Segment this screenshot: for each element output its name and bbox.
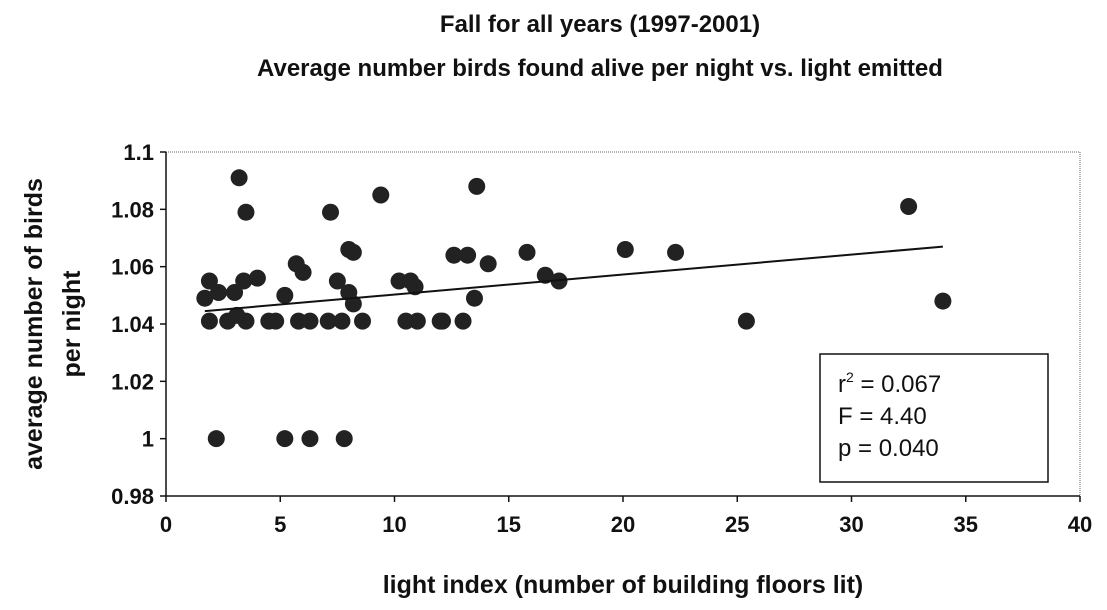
y-tick-label: 1.06 (111, 255, 154, 280)
point (333, 312, 351, 330)
point (276, 430, 294, 448)
point (319, 312, 337, 330)
annotation-box (819, 353, 1049, 483)
point (276, 286, 294, 304)
y-tick-label: 1 (142, 427, 154, 452)
annotation: p = 0.040 (838, 435, 939, 462)
point (230, 169, 248, 187)
point (226, 283, 244, 301)
point (737, 312, 755, 330)
y-tick-label: 1.04 (111, 312, 155, 337)
point (322, 203, 340, 221)
x-axis-label: light index (number of building floors l… (383, 571, 864, 599)
point (294, 263, 312, 281)
point (465, 289, 483, 307)
point (267, 312, 285, 330)
point (459, 246, 477, 264)
y-tick-label: 1.1 (123, 140, 154, 165)
point (235, 272, 253, 290)
y-axis-label: average number of birds (20, 178, 48, 470)
annotation: F = 4.40 (838, 403, 927, 430)
point (344, 243, 362, 261)
point (200, 312, 218, 330)
point (301, 312, 319, 330)
chart-title: Fall for all years (1997-2001) (440, 11, 760, 38)
point (200, 272, 218, 290)
point (934, 292, 952, 310)
x-tick-label: 25 (725, 512, 749, 537)
point (196, 289, 214, 307)
point (433, 312, 451, 330)
point (616, 240, 634, 258)
point (301, 430, 319, 448)
point (237, 203, 255, 221)
point (408, 312, 426, 330)
point (518, 243, 536, 261)
point (445, 246, 463, 264)
y-tick-label: 1.08 (111, 197, 154, 222)
point (406, 278, 424, 296)
chart-subtitle: Average number birds found alive per nig… (257, 55, 943, 82)
point (210, 283, 228, 301)
point (335, 430, 353, 448)
point (354, 312, 372, 330)
x-tick-label: 5 (274, 512, 286, 537)
y-axis-label: per night (58, 270, 86, 378)
point (372, 186, 390, 204)
x-tick-label: 10 (382, 512, 406, 537)
point (468, 177, 486, 195)
point (237, 312, 255, 330)
point (667, 243, 685, 261)
point (479, 255, 497, 273)
point (900, 197, 918, 215)
y-tick-label: 1.02 (111, 369, 154, 394)
point (536, 266, 554, 284)
trendline (204, 245, 943, 313)
x-tick-label: 20 (611, 512, 635, 537)
point (328, 272, 346, 290)
x-tick-label: 30 (839, 512, 863, 537)
x-tick-label: 40 (1068, 512, 1092, 537)
x-tick-label: 35 (954, 512, 978, 537)
y-tick-label: 0.98 (111, 484, 154, 509)
point (454, 312, 472, 330)
point (207, 430, 225, 448)
x-tick-label: 0 (160, 512, 172, 537)
point (344, 295, 362, 313)
annotation: r2 = 0.067 (838, 369, 941, 398)
point (248, 269, 266, 287)
x-tick-label: 15 (497, 512, 521, 537)
